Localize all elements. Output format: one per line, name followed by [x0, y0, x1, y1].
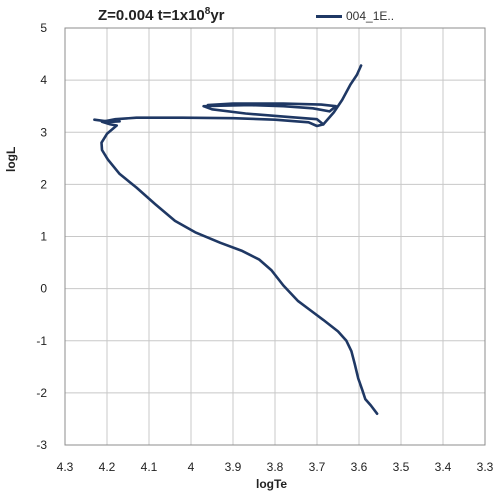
series-line-1: [93, 118, 121, 124]
y-tick-label: 2: [40, 177, 47, 191]
series-lines: [93, 64, 379, 415]
y-tick-label: 5: [40, 21, 47, 35]
legend-swatch: [316, 14, 342, 18]
axes: 4.3 4.2 4.1 4 3.9 3.8 3.7 3.6 3.5 3.4 3.3 5 4 3 2 1 0 -1 -…: [36, 21, 493, 474]
x-tick-label: 3.3: [477, 460, 494, 474]
x-tick-label: 3.8: [267, 460, 284, 474]
series-line-0: [100, 64, 379, 415]
series-line-2: [202, 102, 338, 126]
plot-frame: [64, 27, 486, 446]
x-tick-label: 4.3: [57, 460, 74, 474]
x-tick-label: 4: [188, 460, 195, 474]
y-tick-label: 4: [40, 73, 47, 87]
x-tick-label: 4.1: [141, 460, 158, 474]
x-tick-label: 3.9: [225, 460, 242, 474]
legend-label: 004_1E..: [346, 9, 395, 23]
grid-lines: [64, 27, 486, 446]
y-tick-label: -1: [36, 334, 47, 348]
x-axis-label: logTe: [256, 477, 288, 491]
y-tick-label: 1: [40, 230, 47, 244]
y-tick-label: 0: [40, 282, 47, 296]
legend: 004_1E..: [316, 9, 394, 23]
chart-title: Z=0.004 t=1x108yr: [98, 6, 225, 24]
x-tick-label: 4.2: [99, 460, 116, 474]
y-tick-label: -2: [36, 386, 47, 400]
x-tick-label: 3.4: [435, 460, 452, 474]
x-tick-label: 3.6: [351, 460, 368, 474]
x-tick-label: 3.5: [393, 460, 410, 474]
x-tick-label: 3.7: [309, 460, 326, 474]
y-axis-label: logL: [4, 146, 18, 172]
y-tick-label: -3: [36, 438, 47, 452]
y-tick-label: 3: [40, 125, 47, 139]
